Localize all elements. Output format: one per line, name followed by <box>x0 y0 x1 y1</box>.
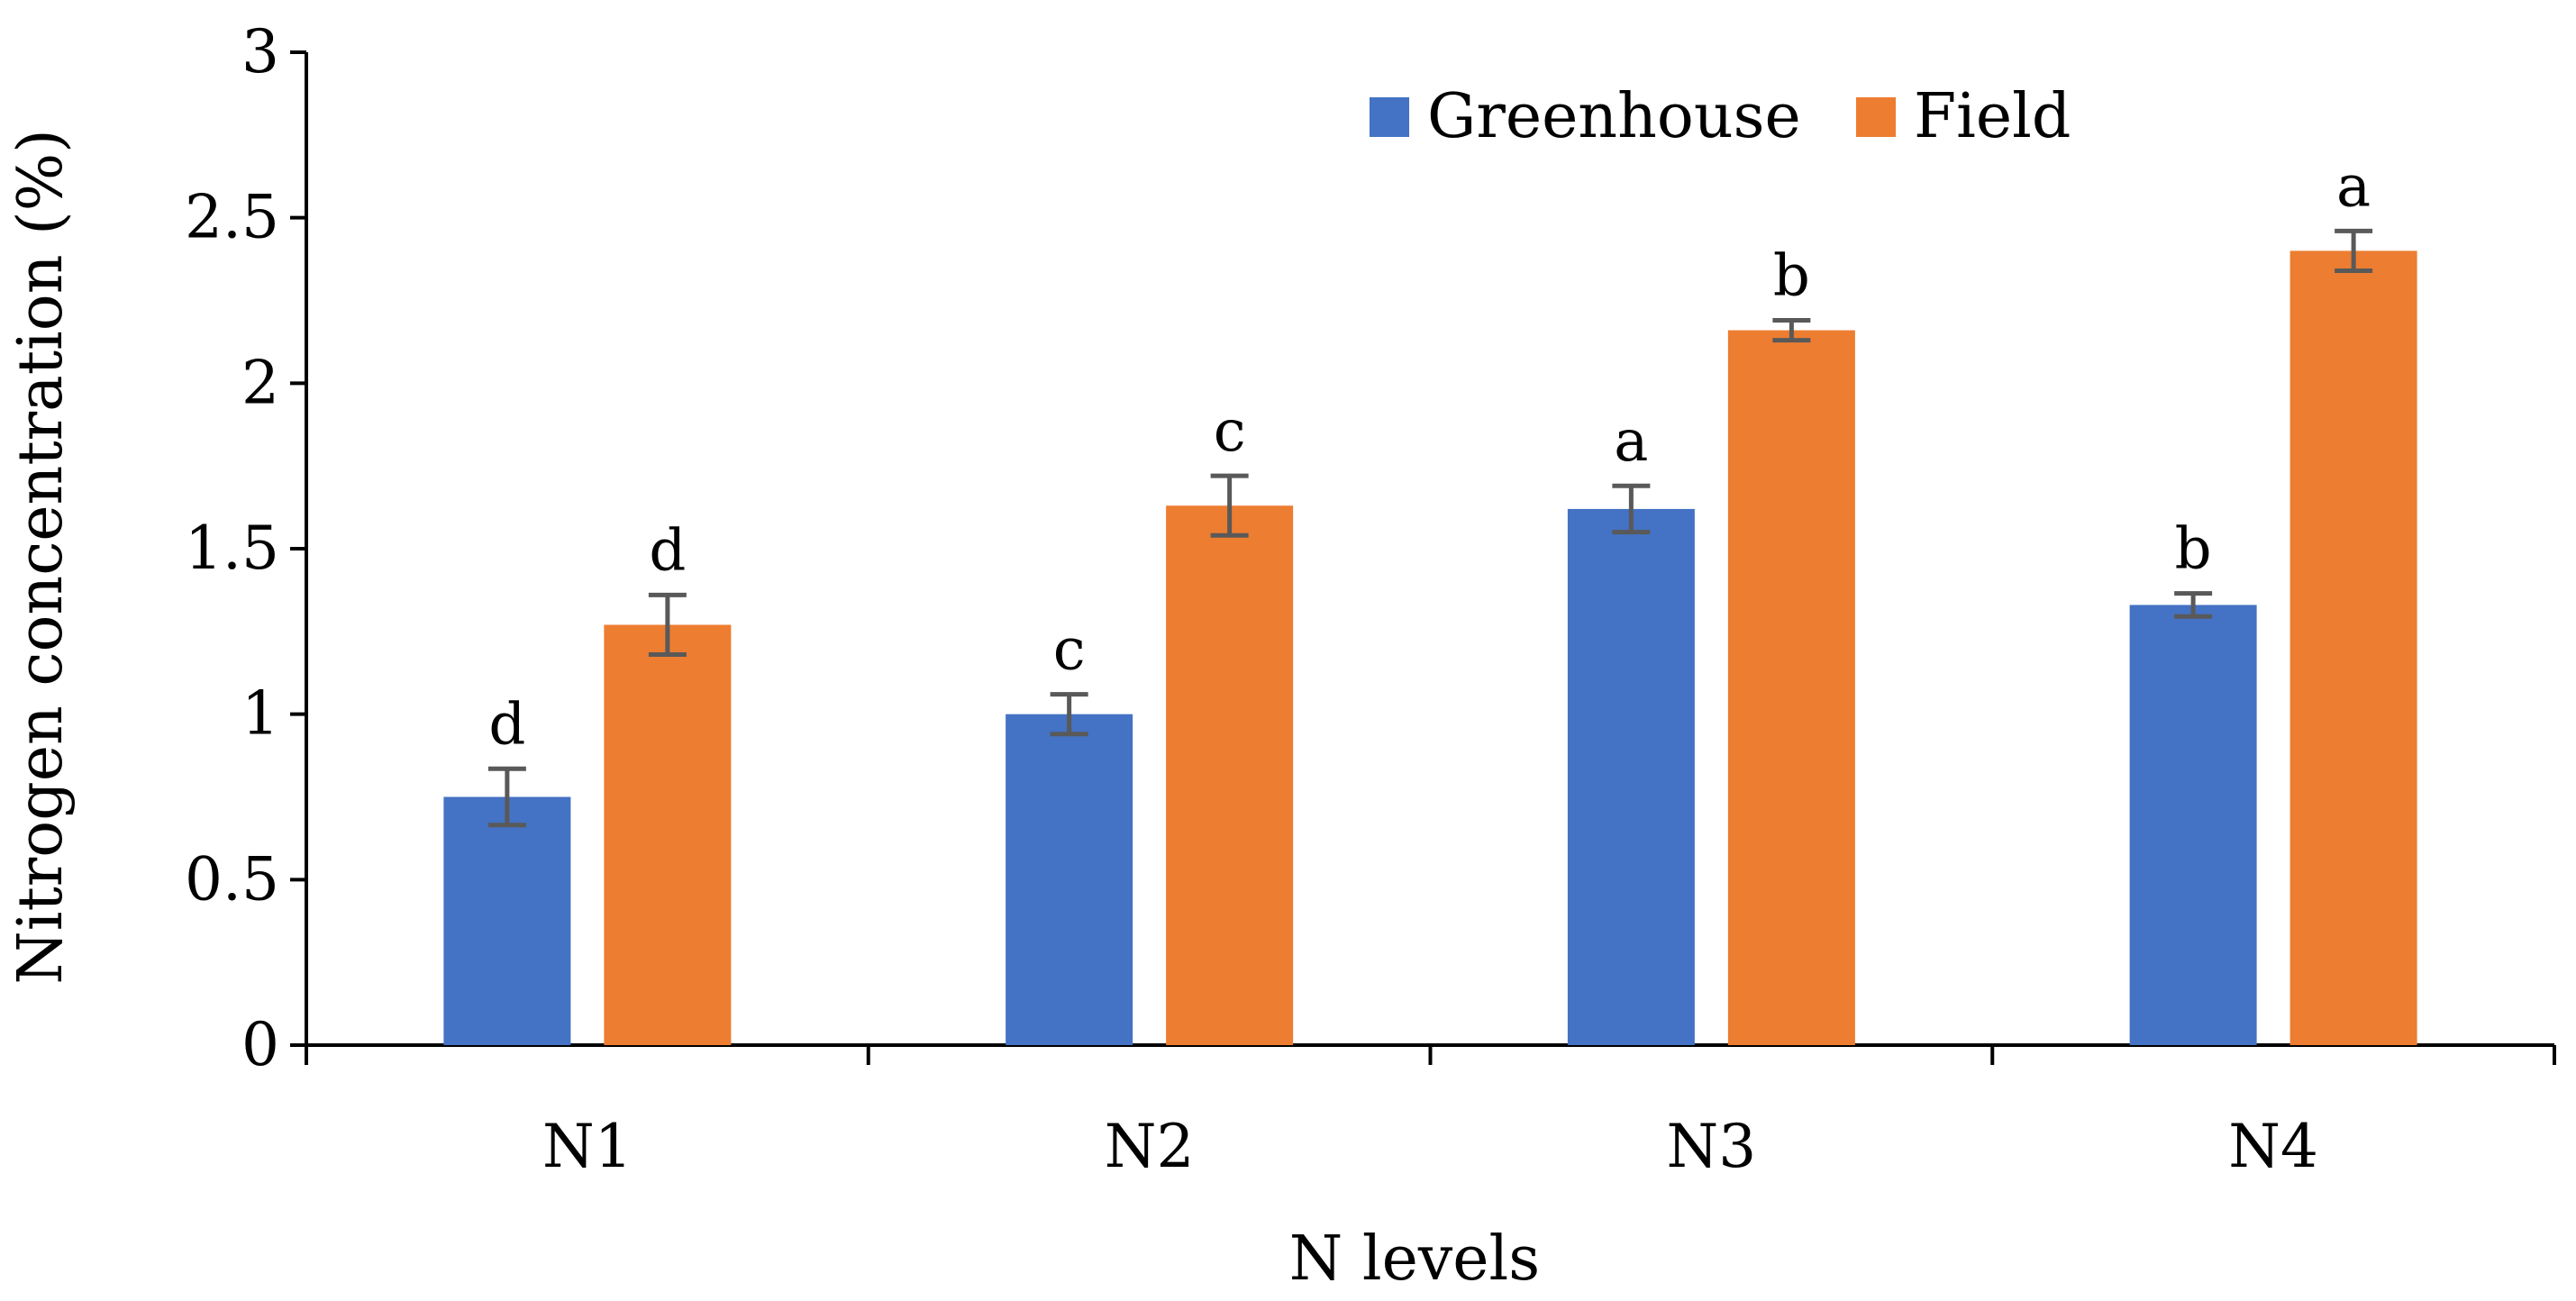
bar <box>604 624 732 1045</box>
x-axis: N1 N2 N3 N4 <box>305 1043 2556 1181</box>
legend-label: Greenhouse <box>1427 81 1801 152</box>
legend-label: Field <box>1914 81 2071 152</box>
bar <box>1166 505 1294 1045</box>
significance-letters: d c a b d c b a <box>488 153 2371 758</box>
y-tick-label: 1.5 <box>185 514 279 583</box>
y-tick-label: 0 <box>241 1010 279 1079</box>
bar <box>1006 714 1133 1045</box>
x-axis-title: N levels <box>1289 1224 1540 1295</box>
x-tick-label: N2 <box>1105 1112 1195 1181</box>
y-axis: 0 0.5 1 1.5 2 2.5 3 <box>185 17 308 1079</box>
x-tick-label: N1 <box>542 1112 633 1181</box>
y-tick-label: 3 <box>241 17 279 86</box>
legend-swatch <box>1856 97 1896 137</box>
significance-letter: d <box>488 691 525 758</box>
significance-letter: a <box>1614 408 1648 475</box>
bars <box>443 250 2417 1045</box>
y-tick-label: 2 <box>241 348 279 417</box>
significance-letter: d <box>649 517 686 584</box>
bar <box>1727 330 1855 1045</box>
legend-swatch <box>1370 97 1409 137</box>
x-tick-label: N3 <box>1667 1112 1757 1181</box>
y-tick-label: 0.5 <box>185 844 279 914</box>
error-bars <box>487 228 2373 828</box>
significance-letter: a <box>2336 153 2371 220</box>
y-tick-label: 1 <box>241 679 279 749</box>
significance-letter: c <box>1053 617 1086 684</box>
bar <box>2289 250 2417 1045</box>
bar <box>443 796 571 1045</box>
bar <box>1567 508 1695 1045</box>
significance-letter: b <box>2175 516 2212 583</box>
significance-letter: c <box>1214 398 1246 465</box>
x-tick-label: N4 <box>2228 1112 2318 1181</box>
legend: Greenhouse Field <box>1370 81 2071 152</box>
y-axis-title: Nitrogen concentration (%) <box>5 129 77 985</box>
y-tick-label: 2.5 <box>185 183 279 252</box>
bar <box>2129 605 2257 1045</box>
significance-letter: b <box>1773 243 1810 310</box>
